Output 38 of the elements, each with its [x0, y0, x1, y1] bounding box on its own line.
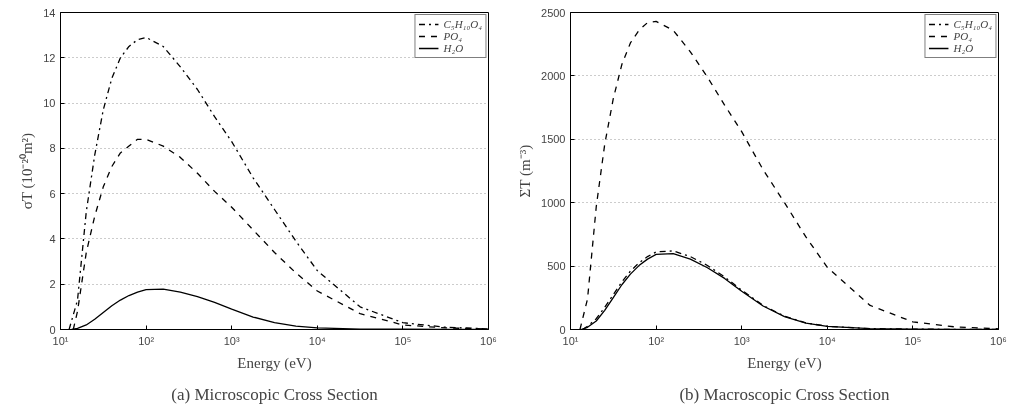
y-tick-label: 4 — [49, 232, 56, 245]
x-tick-label: 10⁴ — [308, 334, 327, 347]
y-tick-label: 14 — [43, 6, 56, 19]
legend-label: H₂O — [443, 42, 464, 54]
legend-label: PO₄ — [443, 30, 463, 42]
x-tick-label: 10⁶ — [990, 334, 1007, 347]
y-tick-label: 10 — [43, 97, 56, 110]
x-tick-label: 10¹ — [562, 334, 579, 347]
legend-label: PO₄ — [953, 30, 973, 42]
x-tick-label: 10⁵ — [904, 334, 922, 347]
legend-label: C₅H₁₀O₄ — [443, 18, 482, 30]
y-tick-label: 1500 — [541, 133, 566, 146]
x-tick-label: 10⁵ — [394, 334, 412, 347]
y-tick-label: 0 — [559, 323, 566, 336]
x-tick-label: 10³ — [733, 334, 750, 347]
text: (a) Microscopic Cross Section — [171, 384, 379, 404]
legend-label: H₂O — [953, 42, 974, 54]
y-tick-label: 2000 — [541, 69, 566, 82]
legend-label: C₅H₁₀O₄ — [953, 18, 992, 30]
x-axis-title: Energy (eV) — [237, 354, 312, 372]
y-tick-label: 6 — [49, 187, 56, 200]
y-tick-label: 1000 — [541, 196, 566, 209]
y-axis-title: ΣT (m⁻³) — [517, 144, 535, 198]
x-tick-label: 10⁶ — [480, 334, 497, 347]
text: (b) Macroscopic Cross Section — [679, 384, 891, 404]
y-tick-label: 12 — [43, 51, 56, 64]
x-tick-label: 10¹ — [52, 334, 69, 347]
y-tick-label: 500 — [547, 260, 566, 273]
x-tick-label: 10² — [138, 334, 155, 347]
y-axis-title: σT (10⁻²⁰m²) — [19, 132, 37, 210]
x-tick-label: 10⁴ — [818, 334, 837, 347]
y-tick-label: 2 — [49, 278, 56, 291]
y-tick-label: 2500 — [541, 6, 566, 19]
x-tick-label: 10² — [648, 334, 665, 347]
x-tick-label: 10³ — [223, 334, 240, 347]
y-tick-label: 8 — [49, 142, 56, 155]
y-tick-label: 0 — [49, 323, 56, 336]
x-axis-title: Energy (eV) — [747, 354, 822, 372]
